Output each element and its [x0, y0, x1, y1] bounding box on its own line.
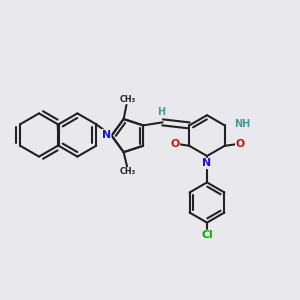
Text: N: N	[102, 130, 111, 140]
Text: NH: NH	[234, 119, 250, 129]
Text: O: O	[170, 139, 179, 149]
Text: CH₃: CH₃	[120, 167, 136, 176]
Text: O: O	[236, 139, 245, 149]
Text: N: N	[202, 158, 211, 169]
Text: CH₃: CH₃	[119, 95, 135, 104]
Text: Cl: Cl	[201, 230, 213, 240]
Text: H: H	[157, 107, 165, 118]
